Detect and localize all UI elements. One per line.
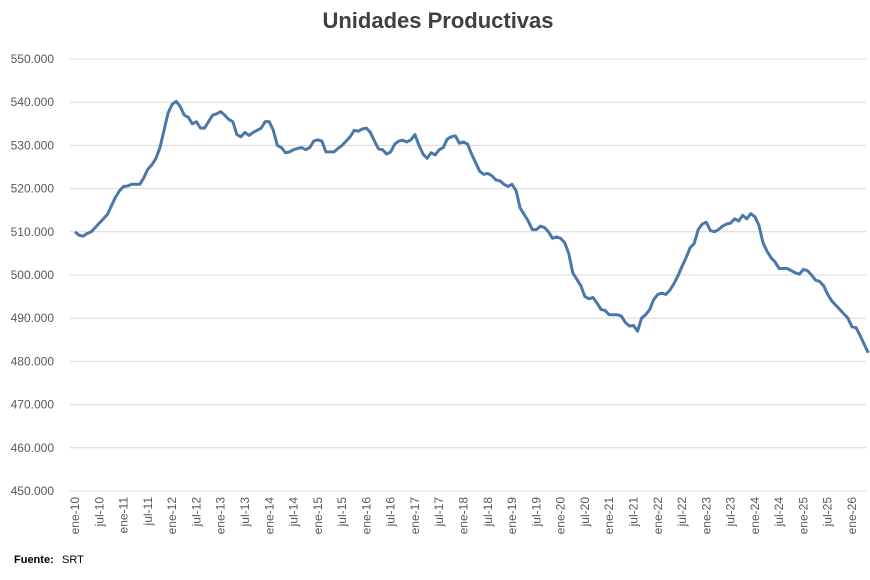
x-tick-label: ene-16 bbox=[359, 497, 373, 535]
y-tick-label: 510.000 bbox=[11, 225, 55, 239]
x-tick-label: ene-17 bbox=[408, 497, 422, 535]
x-tick-label: ene-13 bbox=[214, 497, 228, 535]
x-tick-label: jul-20 bbox=[578, 497, 592, 528]
y-tick-label: 460.000 bbox=[11, 441, 55, 455]
x-tick-label: ene-21 bbox=[602, 497, 616, 535]
chart-title: Unidades Productivas bbox=[322, 8, 553, 33]
y-tick-label: 450.000 bbox=[11, 484, 55, 498]
y-tick-label: 520.000 bbox=[11, 182, 55, 196]
x-tick-label: ene-23 bbox=[699, 497, 713, 535]
y-tick-label: 500.000 bbox=[11, 268, 55, 282]
y-tick-label: 540.000 bbox=[11, 95, 55, 109]
series-line bbox=[74, 99, 870, 354]
y-tick-label: 530.000 bbox=[11, 138, 55, 152]
y-tick-label: 470.000 bbox=[11, 398, 55, 412]
y-tick-label: 480.000 bbox=[11, 354, 55, 368]
x-tick-label: ene-11 bbox=[117, 497, 131, 534]
x-tick-label: jul-11 bbox=[141, 497, 155, 527]
y-tick-label: 490.000 bbox=[11, 311, 55, 325]
x-tick-label: ene-26 bbox=[845, 497, 859, 535]
y-tick-label: 550.000 bbox=[11, 52, 55, 66]
x-tick-label: jul-23 bbox=[724, 497, 738, 528]
x-tick-label: jul-21 bbox=[626, 497, 640, 528]
x-tick-label: jul-18 bbox=[481, 497, 495, 528]
x-tick-label: ene-15 bbox=[311, 497, 325, 535]
x-tick-label: jul-13 bbox=[238, 497, 252, 528]
x-tick-label: jul-19 bbox=[529, 497, 543, 528]
x-tick-label: ene-18 bbox=[457, 497, 471, 535]
x-tick-label: ene-22 bbox=[651, 497, 665, 535]
x-tick-label: jul-14 bbox=[287, 497, 301, 528]
x-tick-label: jul-10 bbox=[92, 497, 106, 528]
source-label: Fuente: bbox=[14, 554, 54, 566]
x-tick-label: jul-22 bbox=[675, 497, 689, 528]
x-tick-label: ene-20 bbox=[554, 497, 568, 535]
x-tick-label: jul-12 bbox=[189, 497, 203, 528]
x-tick-label: ene-25 bbox=[796, 497, 810, 535]
x-tick-label: ene-12 bbox=[165, 497, 179, 535]
x-tick-label: jul-17 bbox=[432, 497, 446, 528]
x-tick-label: jul-24 bbox=[772, 497, 786, 528]
x-tick-label: jul-15 bbox=[335, 497, 349, 528]
x-tick-label: ene-24 bbox=[748, 497, 762, 535]
source: SRT bbox=[62, 554, 84, 566]
x-tick-label: ene-14 bbox=[262, 497, 276, 535]
x-tick-label: jul-16 bbox=[384, 497, 398, 528]
x-tick-label: ene-10 bbox=[68, 497, 82, 535]
x-tick-label: ene-19 bbox=[505, 497, 519, 535]
x-tick-label: jul-25 bbox=[821, 497, 835, 528]
